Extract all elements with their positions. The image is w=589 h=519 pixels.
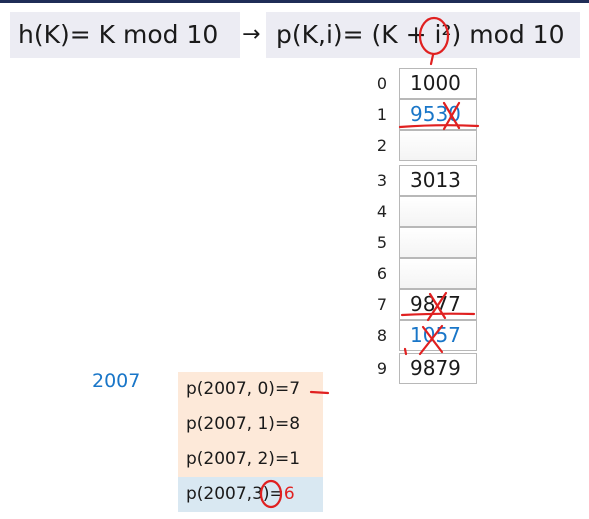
- slot-index: 9: [376, 359, 388, 378]
- probe-circled-index: 3: [252, 484, 263, 504]
- right-arrow-icon: →: [242, 22, 261, 47]
- slot-cell: [399, 258, 477, 289]
- header-bar: [0, 0, 589, 3]
- slot-index: 5: [376, 233, 388, 252]
- slot-cell: [399, 130, 477, 161]
- probe-result: 7: [289, 379, 301, 399]
- probe-result: 6: [283, 484, 295, 504]
- slot-cell: 3013: [399, 165, 477, 196]
- slot-cell: [399, 227, 477, 258]
- slot-index: 7: [376, 295, 388, 314]
- probe-label: p(2007,: [186, 484, 253, 504]
- probe-function-box: p(K,i)= (K + i²) mod 10: [266, 12, 580, 58]
- probe-label: )=: [262, 484, 284, 504]
- slot-index: 2: [376, 136, 388, 155]
- slot-index: 0: [376, 74, 388, 93]
- slot-index: 8: [376, 326, 388, 345]
- slot-cell: 9879: [399, 353, 477, 384]
- slot-cell: 9877: [399, 289, 477, 320]
- probe-function-term: i²: [434, 20, 452, 49]
- probe-result: 8: [289, 414, 301, 434]
- slot-cell: 9530: [399, 99, 477, 130]
- probe-function-suffix: ) mod 10: [451, 20, 565, 49]
- probe-label: p(2007, 0)=: [186, 379, 290, 399]
- slot-index: 4: [376, 202, 388, 221]
- slot-cell: 1000: [399, 68, 477, 99]
- probe-label: p(2007, 1)=: [186, 414, 290, 434]
- slot-index: 1: [376, 105, 388, 124]
- probe-row: p(2007, 2)=1: [178, 442, 323, 477]
- slot-index: 6: [376, 264, 388, 283]
- probe-row: p(2007, 1)=8: [178, 407, 323, 442]
- slot-index: 3: [376, 171, 388, 190]
- hash-function-box: h(K)= K mod 10: [10, 12, 240, 58]
- probe-result: 1: [289, 449, 301, 469]
- probe-function-prefix: p(K,i)= (K +: [276, 20, 435, 49]
- slot-cell: [399, 196, 477, 227]
- probe-row: p(2007,3)=6: [178, 477, 323, 512]
- slot-cell: 1057: [399, 320, 477, 351]
- probe-row: p(2007, 0)=7: [178, 372, 323, 407]
- probe-label: p(2007, 2)=: [186, 449, 290, 469]
- hash-function-text: h(K)= K mod 10: [18, 20, 219, 49]
- key-value: 2007: [92, 370, 141, 392]
